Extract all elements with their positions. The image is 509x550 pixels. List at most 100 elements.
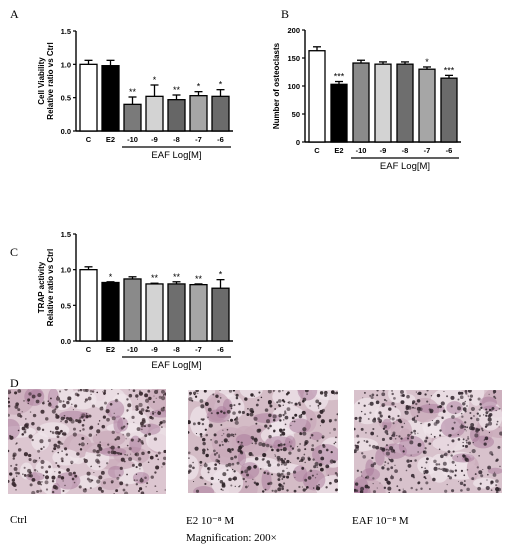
granule xyxy=(92,449,97,453)
granule xyxy=(164,489,166,491)
granule xyxy=(135,405,139,409)
panel-label-a: A xyxy=(10,7,19,21)
granule xyxy=(269,445,273,449)
granule xyxy=(451,439,455,443)
granule xyxy=(31,421,35,426)
granule xyxy=(93,472,95,474)
granule xyxy=(205,453,209,458)
granule xyxy=(471,448,476,454)
granule xyxy=(405,469,408,472)
granule xyxy=(439,434,442,437)
granule xyxy=(66,400,70,405)
granule xyxy=(320,456,325,461)
granule xyxy=(233,404,236,407)
granule xyxy=(281,485,285,488)
granule xyxy=(251,410,255,414)
granule xyxy=(106,462,109,465)
micrograph-ctrl xyxy=(8,389,166,494)
granule xyxy=(15,488,17,491)
granule xyxy=(65,416,70,420)
granule xyxy=(12,454,16,458)
granule xyxy=(54,426,59,431)
granule xyxy=(119,466,123,470)
granule xyxy=(385,451,390,456)
granule xyxy=(424,393,427,396)
granule xyxy=(131,463,135,467)
chart-c-y-tick-label: 0.5 xyxy=(61,301,71,310)
granule xyxy=(379,414,383,418)
granule xyxy=(228,441,230,443)
granule xyxy=(148,396,152,401)
granule xyxy=(280,472,284,476)
granule xyxy=(256,428,261,433)
granule xyxy=(286,475,290,479)
granule xyxy=(268,401,272,405)
granule xyxy=(492,390,497,394)
granule xyxy=(138,462,142,467)
granule xyxy=(459,395,464,400)
granule xyxy=(280,457,284,462)
chart-c-bar-5 xyxy=(167,283,186,342)
granule xyxy=(394,469,398,474)
granule xyxy=(27,453,32,458)
cell xyxy=(200,461,232,483)
granule xyxy=(402,450,405,453)
chart-c-bar-2 xyxy=(101,281,120,342)
granule xyxy=(440,401,445,406)
granule xyxy=(274,408,277,410)
granule xyxy=(145,409,149,413)
granule xyxy=(470,422,475,427)
granule xyxy=(126,398,129,401)
granule xyxy=(460,469,464,472)
granule xyxy=(200,418,203,421)
granule xyxy=(207,467,210,470)
chart-a-x-tick-label: -10 xyxy=(127,135,138,144)
granule xyxy=(485,411,489,415)
granule xyxy=(321,435,325,439)
granule xyxy=(210,483,213,486)
granule xyxy=(154,485,157,487)
stained-region xyxy=(309,431,323,441)
granule xyxy=(144,476,147,480)
granule xyxy=(37,480,42,485)
granule xyxy=(258,391,261,394)
granule xyxy=(495,487,500,492)
granule xyxy=(403,422,406,425)
granule xyxy=(81,423,85,427)
granule xyxy=(89,389,93,393)
granule xyxy=(29,411,32,413)
granule xyxy=(221,435,223,437)
granule xyxy=(484,439,486,441)
granule xyxy=(417,432,419,434)
granule xyxy=(498,407,501,410)
granule xyxy=(161,389,165,394)
granule xyxy=(154,471,157,474)
granule xyxy=(235,393,239,397)
granule xyxy=(318,484,320,486)
granule xyxy=(216,411,220,415)
granule xyxy=(283,461,288,466)
granule xyxy=(57,440,61,444)
granule xyxy=(232,435,235,438)
granule xyxy=(251,442,253,444)
granule xyxy=(63,417,66,420)
granule xyxy=(363,440,366,442)
granule xyxy=(273,430,275,433)
granule xyxy=(96,429,101,434)
granule xyxy=(388,491,390,493)
granule xyxy=(126,410,128,412)
granule xyxy=(279,419,282,422)
granule xyxy=(418,391,422,396)
granule xyxy=(126,473,128,476)
granule xyxy=(259,468,262,470)
granule xyxy=(200,435,203,438)
granule xyxy=(283,482,286,485)
chart-a-x-tick-label: -9 xyxy=(151,135,158,144)
granule xyxy=(378,419,383,423)
granule xyxy=(215,394,219,398)
granule xyxy=(409,459,413,463)
granule xyxy=(467,441,472,445)
granule xyxy=(255,403,259,407)
granule xyxy=(254,442,258,445)
